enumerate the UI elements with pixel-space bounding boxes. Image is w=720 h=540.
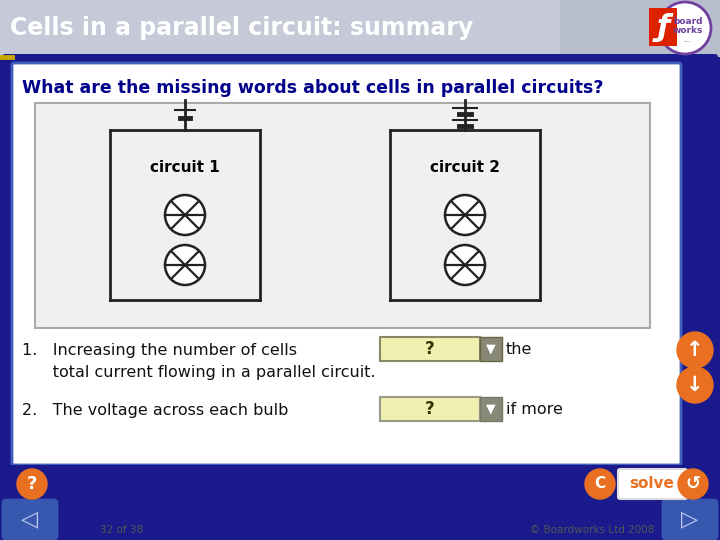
FancyBboxPatch shape: [35, 103, 650, 328]
FancyBboxPatch shape: [380, 337, 480, 361]
Circle shape: [678, 469, 708, 499]
Text: ↺: ↺: [685, 475, 701, 493]
FancyBboxPatch shape: [3, 500, 57, 539]
Text: if more: if more: [506, 402, 563, 417]
Text: 1.   Increasing the number of cells: 1. Increasing the number of cells: [22, 342, 297, 357]
Text: ?: ?: [27, 475, 37, 493]
Text: ▼: ▼: [486, 402, 496, 415]
Text: Cells in a parallel circuit: summary: Cells in a parallel circuit: summary: [10, 16, 473, 40]
FancyBboxPatch shape: [0, 0, 560, 57]
Text: ▷: ▷: [681, 509, 698, 529]
Text: circuit 1: circuit 1: [150, 160, 220, 176]
Circle shape: [445, 245, 485, 285]
Text: C: C: [595, 476, 606, 491]
FancyBboxPatch shape: [480, 397, 502, 421]
Text: 2.   The voltage across each bulb: 2. The voltage across each bulb: [22, 402, 289, 417]
Text: ▼: ▼: [486, 342, 496, 355]
Text: ?: ?: [425, 400, 435, 418]
Text: solve: solve: [629, 476, 675, 491]
Circle shape: [677, 367, 713, 403]
Text: ↓: ↓: [686, 375, 703, 395]
Text: circuit 2: circuit 2: [430, 160, 500, 176]
Circle shape: [445, 195, 485, 235]
FancyBboxPatch shape: [380, 397, 480, 421]
Text: ƒ: ƒ: [657, 12, 670, 42]
FancyBboxPatch shape: [649, 8, 677, 46]
Text: © Boardworks Ltd 2008: © Boardworks Ltd 2008: [530, 525, 654, 535]
Text: ?: ?: [425, 340, 435, 358]
FancyBboxPatch shape: [5, 465, 715, 503]
Circle shape: [17, 469, 47, 499]
FancyBboxPatch shape: [0, 0, 720, 57]
Circle shape: [585, 469, 615, 499]
Text: What are the missing words about cells in parallel circuits?: What are the missing words about cells i…: [22, 79, 603, 97]
Text: 32 of 38: 32 of 38: [100, 525, 143, 535]
FancyBboxPatch shape: [12, 63, 681, 465]
Text: total current flowing in a parallel circuit.: total current flowing in a parallel circ…: [22, 364, 376, 380]
FancyBboxPatch shape: [663, 500, 717, 539]
Text: ↑: ↑: [686, 340, 703, 360]
Text: board
works: board works: [672, 17, 703, 35]
Text: the: the: [506, 342, 532, 357]
FancyBboxPatch shape: [480, 337, 502, 361]
Circle shape: [165, 195, 205, 235]
Text: ...: ...: [683, 36, 691, 44]
Circle shape: [165, 245, 205, 285]
FancyBboxPatch shape: [618, 469, 687, 499]
Circle shape: [659, 2, 711, 54]
Circle shape: [677, 332, 713, 368]
FancyBboxPatch shape: [2, 54, 718, 493]
Text: ◁: ◁: [22, 509, 39, 529]
